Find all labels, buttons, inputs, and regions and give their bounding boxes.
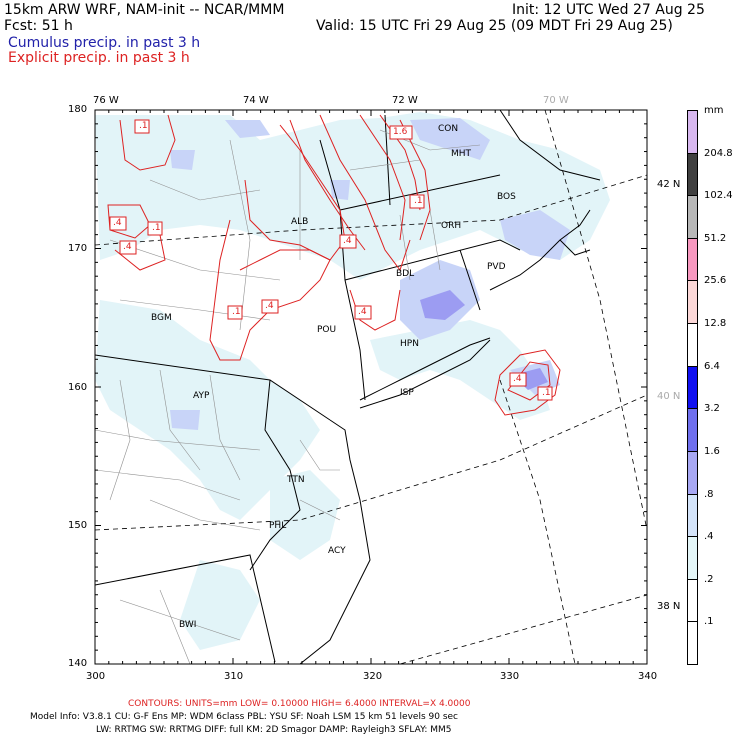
colorbar-label: .4 xyxy=(704,531,714,543)
legend-explicit: Explicit precip. in past 3 h xyxy=(8,50,190,66)
lon-label: 74 W xyxy=(243,95,269,106)
y-tick-label: 150 xyxy=(68,520,88,531)
station-label: ACY xyxy=(328,546,346,556)
colorbar-label: 204.8 xyxy=(704,147,733,159)
contour-label: .4 xyxy=(358,307,367,317)
station-label: PVD xyxy=(487,262,506,272)
model-info-line1: Model Info: V3.8.1 CU: G-F Ens MP: WDM 6… xyxy=(30,712,458,722)
y-tick-label: 180 xyxy=(68,104,88,115)
forecast-hour: Fcst: 51 h xyxy=(4,18,73,34)
contour-label: .1 xyxy=(414,196,423,206)
colorbar-label: .2 xyxy=(704,573,714,585)
station-label: BDL xyxy=(396,269,415,279)
colorbar-swatch xyxy=(687,280,698,325)
lat-label: 40 N xyxy=(657,391,681,402)
station-label: CON xyxy=(438,124,459,134)
colorbar-label: 3.2 xyxy=(704,403,720,415)
colorbar-label: 6.4 xyxy=(704,360,720,372)
colorbar-swatch xyxy=(687,365,698,410)
lon-label: 72 W xyxy=(392,95,418,106)
x-tick-label: 310 xyxy=(224,671,244,682)
station-label: ALB xyxy=(291,217,309,227)
contour-label: .1 xyxy=(152,223,161,233)
y-tick-label: 170 xyxy=(68,243,88,254)
colorbar-label: 12.8 xyxy=(704,318,727,330)
contour-label: .1 xyxy=(232,307,241,317)
county-lines xyxy=(95,129,481,664)
valid-time: Valid: 15 UTC Fri 29 Aug 25 (09 MDT Fri … xyxy=(316,18,673,34)
colorbar-swatch xyxy=(687,450,698,495)
contour-label: .4 xyxy=(123,242,132,252)
x-tick-label: 300 xyxy=(86,671,106,682)
x-tick-label: 320 xyxy=(363,671,383,682)
init-time: Init: 12 UTC Wed 27 Aug 25 xyxy=(512,2,705,18)
legend-cumulus: Cumulus precip. in past 3 h xyxy=(8,35,201,51)
colorbar-swatch xyxy=(687,408,698,452)
colorbar-label: 102.4 xyxy=(704,190,733,202)
station-label: POU xyxy=(317,325,337,335)
contour-label-boxes xyxy=(109,119,553,401)
station-label: ORH xyxy=(441,221,462,231)
contour-label: .1 xyxy=(139,121,148,131)
contour-label: .4 xyxy=(343,236,352,246)
colorbar-label: .8 xyxy=(704,488,714,500)
contour-label: 1.6 xyxy=(393,127,408,137)
moderate-precip-shading xyxy=(170,118,570,430)
y-tick-label: 160 xyxy=(68,382,88,393)
colorbar-swatch xyxy=(687,578,698,623)
lon-label: 76 W xyxy=(93,95,119,106)
station-label: ISP xyxy=(400,388,414,398)
graticule xyxy=(95,110,647,664)
contour-label: .4 xyxy=(113,218,122,228)
lon-label: 70 W xyxy=(543,95,569,106)
station-label: TTN xyxy=(287,475,305,485)
colorbar-swatch xyxy=(687,323,698,367)
station-label: MHT xyxy=(451,149,472,159)
lat-label: 42 N xyxy=(657,179,681,190)
station-label: AYP xyxy=(193,391,210,401)
contour-label: .4 xyxy=(265,301,274,311)
lat-label: 38 N xyxy=(657,601,681,612)
colorbar-swatch xyxy=(687,110,698,154)
colorbar-label: 25.6 xyxy=(704,275,727,287)
colorbar-swatch xyxy=(687,195,698,239)
station-label: BWI xyxy=(179,620,197,630)
station-label: BGM xyxy=(151,313,172,323)
x-tick-label: 330 xyxy=(500,671,520,682)
boundaries xyxy=(95,110,601,664)
model-info-line2: LW: RRTMG SW: RRTMG DIFF: full KM: 2D Sm… xyxy=(96,725,452,735)
colorbar-unit: mm xyxy=(704,105,724,116)
contour-info: CONTOURS: UNITS=mm LOW= 0.10000 HIGH= 6.… xyxy=(128,699,471,709)
station-label: BOS xyxy=(497,192,516,202)
contour-label: .1 xyxy=(542,388,551,398)
colorbar-label: 51.2 xyxy=(704,232,727,244)
colorbar-swatch xyxy=(687,536,698,580)
colorbar-label: 1.6 xyxy=(704,445,720,457)
axis-ticks xyxy=(94,109,648,665)
station-label: PHL xyxy=(269,521,287,531)
x-tick-label: 340 xyxy=(638,671,658,682)
colorbar-swatch xyxy=(687,621,698,665)
colorbar-swatch xyxy=(687,493,698,538)
colorbar-label: .1 xyxy=(704,616,714,628)
colorbar-swatch xyxy=(687,152,698,197)
model-title: 15km ARW WRF, NAM-init -- NCAR/MMM xyxy=(4,2,285,18)
station-label: HPN xyxy=(400,339,419,349)
contour-label: .4 xyxy=(513,374,522,384)
colorbar-swatch xyxy=(687,237,698,282)
y-tick-label: 140 xyxy=(68,658,88,669)
